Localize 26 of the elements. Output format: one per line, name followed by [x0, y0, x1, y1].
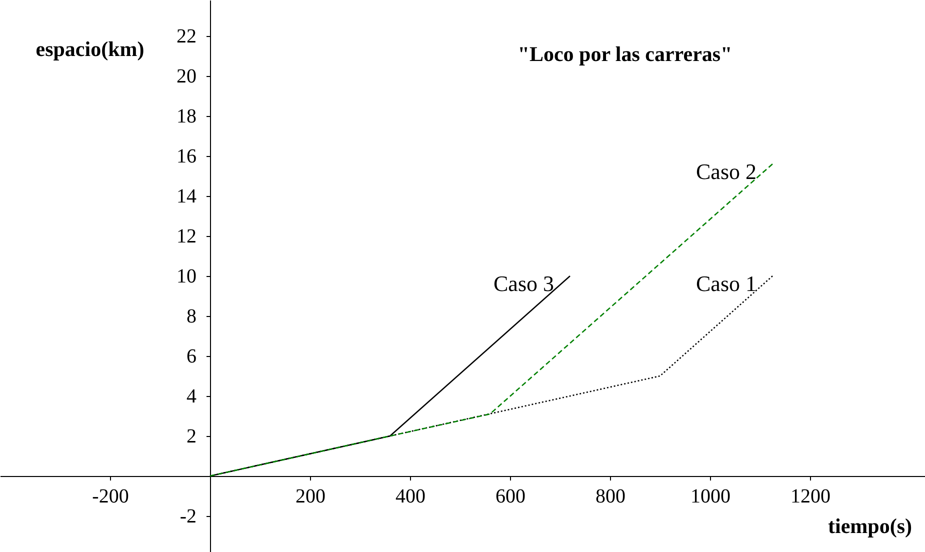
x-tick-label: 600	[496, 486, 526, 508]
y-tick-label: 20	[176, 66, 196, 88]
y-tick-label: 2	[186, 426, 196, 448]
y-tick-label: 12	[176, 226, 196, 248]
line-series	[209, 163, 774, 477]
x-tick-label: 800	[596, 486, 626, 508]
series-label: Caso 1	[696, 271, 756, 296]
x-tick-label: -200	[92, 486, 129, 508]
x-tick-label: 1000	[690, 486, 730, 508]
y-tick-label: -2	[180, 506, 196, 528]
y-axis-title: espacio(km)	[36, 37, 144, 61]
y-tick-label: 22	[176, 26, 196, 48]
y-tick-label: 14	[176, 186, 196, 208]
y-tick-label: 10	[176, 266, 196, 288]
series-label: Caso 2	[696, 159, 756, 184]
y-tick-label: 8	[186, 306, 196, 328]
x-tick-label: 200	[296, 486, 326, 508]
y-tick-label: 16	[176, 146, 196, 168]
text: "Loco por las carreras"	[518, 42, 732, 66]
y-tick-label: 6	[186, 346, 196, 368]
y-tick-label: 4	[186, 386, 196, 408]
y-tick-label: 18	[176, 106, 196, 128]
series-label: Caso 3	[494, 271, 554, 296]
x-axis-title: tiempo(s)	[828, 514, 912, 538]
x-tick-label: 400	[396, 486, 426, 508]
x-tick-label: 1200	[790, 486, 830, 508]
